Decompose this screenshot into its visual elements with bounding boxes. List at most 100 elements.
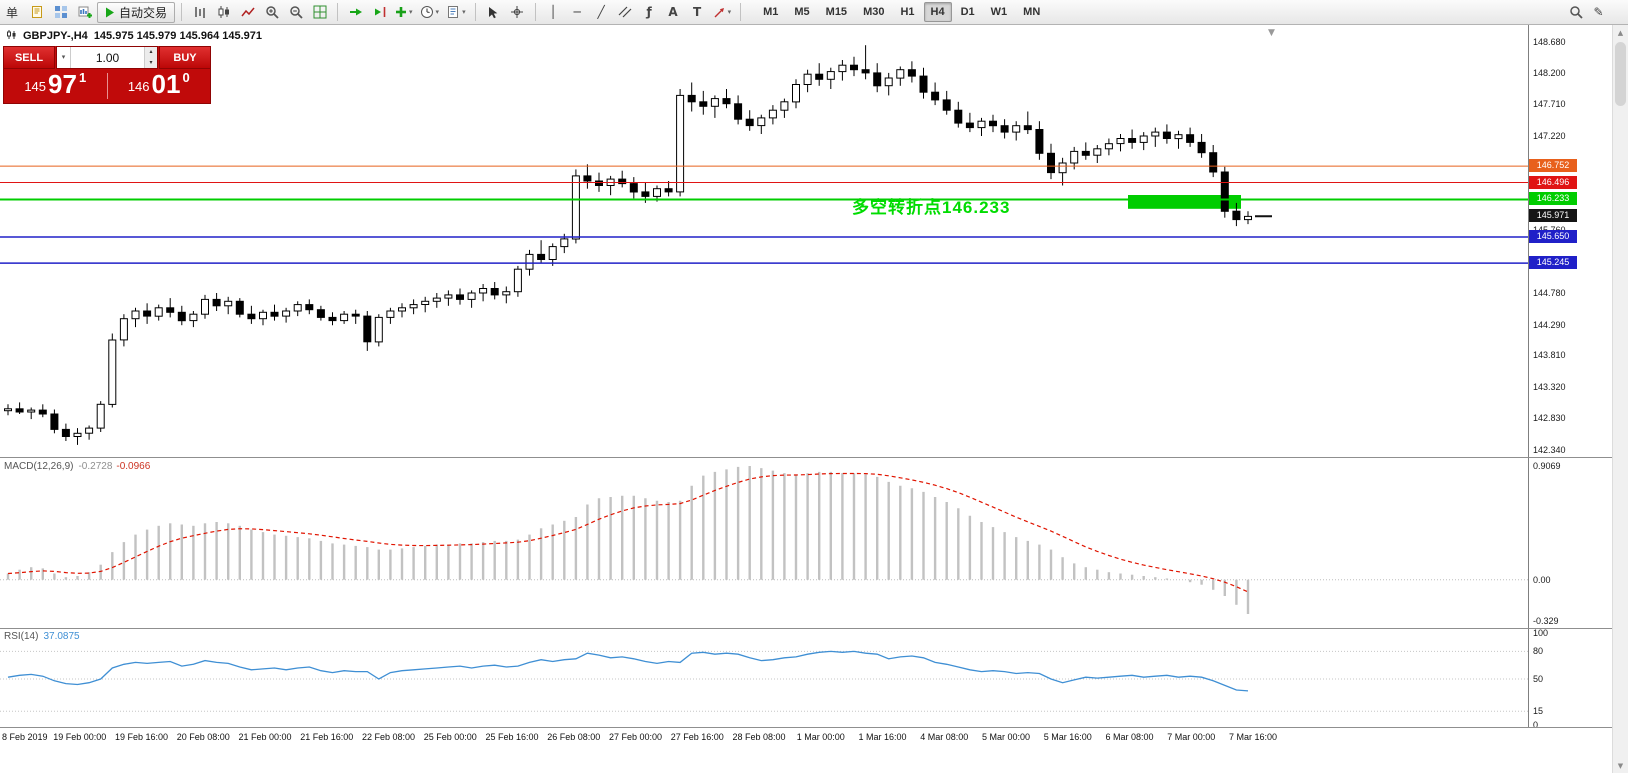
volume-down-button[interactable]: ▾ <box>145 57 157 68</box>
zoom-out-icon[interactable] <box>284 2 307 23</box>
timeframe-mn[interactable]: MN <box>1016 2 1047 22</box>
candle <box>305 304 314 311</box>
price-tag-145.650[interactable]: 145.650 <box>1529 229 1577 243</box>
candle <box>687 94 696 103</box>
axis-tick: 142.830 <box>1533 413 1566 424</box>
channel-icon[interactable] <box>614 2 637 23</box>
candle <box>873 72 882 87</box>
panel-splitter-rsi[interactable] <box>0 628 1612 629</box>
fibonacci-icon[interactable]: ƒ <box>638 2 661 23</box>
candle <box>583 175 592 182</box>
toolbar-right-group: ✎ <box>1564 2 1610 23</box>
scroll-down-button[interactable]: ▼ <box>1617 761 1624 770</box>
time-axis[interactable]: 8 Feb 2019 19 Feb 00:00 19 Feb 16:00 20 Feb… <box>0 728 1528 748</box>
axis-tick: 148.200 <box>1533 67 1566 78</box>
panel-splitter-macd[interactable] <box>0 457 1612 458</box>
candle <box>780 101 789 111</box>
candlestick-chart-icon[interactable] <box>212 2 235 23</box>
bar-chart-icon[interactable] <box>188 2 211 23</box>
crosshair-icon[interactable] <box>506 2 529 23</box>
search-icon[interactable] <box>1564 2 1587 23</box>
scrollbar-thumb[interactable] <box>1615 42 1626 106</box>
timeframe-m15[interactable]: M15 <box>819 2 854 22</box>
tile-windows-icon[interactable] <box>308 2 331 23</box>
buy-button[interactable]: BUY <box>159 46 211 69</box>
chart-shift-icon[interactable] <box>368 2 391 23</box>
timeframe-h1[interactable]: H1 <box>893 2 921 22</box>
autotrading-button[interactable]: 自动交易 <box>97 1 176 23</box>
rsi-panel[interactable] <box>0 629 1528 726</box>
timeframe-d1[interactable]: D1 <box>954 2 982 22</box>
volume-input[interactable] <box>71 47 144 68</box>
annotation-text[interactable]: 多空转折点146.233 <box>852 198 1011 217</box>
macd-axis-tick: 0.9069 <box>1533 461 1561 471</box>
new-order-icon[interactable] <box>25 2 48 23</box>
candle <box>108 339 117 405</box>
quick-edit-icon[interactable]: ✎ <box>1587 2 1610 23</box>
vertical-line-icon[interactable]: │ <box>542 2 565 23</box>
toolbar: 单自动交易 ▾ ▾ ▾ │ ─ ╱ ƒ A T ▾ M1 M5 M15 M30 H1 H4 D1 W1 MN ✎ <box>0 0 1628 25</box>
vertical-scrollbar[interactable]: ▲ ▼ <box>1612 25 1628 773</box>
text-icon[interactable]: A <box>662 2 685 23</box>
candle <box>1209 152 1218 173</box>
time-label: 20 Feb 08:00 <box>176 732 230 742</box>
price-divider <box>106 73 108 99</box>
candle <box>1058 162 1067 174</box>
axis-tick: 142.340 <box>1533 445 1566 455</box>
timeframe-w1[interactable]: W1 <box>984 2 1015 22</box>
macd-panel[interactable] <box>0 459 1528 627</box>
volume-dropdown[interactable]: ▾ <box>57 47 71 68</box>
buy-price[interactable]: 146 01 0 <box>127 68 190 99</box>
candle <box>595 180 603 186</box>
trendline-icon[interactable]: ╱ <box>590 2 613 23</box>
market-watch-icon[interactable] <box>49 2 72 23</box>
label-icon[interactable]: T <box>686 2 709 23</box>
scroll-up-button[interactable]: ▲ <box>1617 28 1624 37</box>
price-tag-145.245[interactable]: 145.245 <box>1529 256 1577 270</box>
candle <box>676 94 685 193</box>
volume-up-button[interactable]: ▴ <box>145 47 157 58</box>
chart-shift-marker[interactable]: ▼ <box>1268 28 1275 38</box>
timeframe-m5[interactable]: M5 <box>787 2 816 22</box>
horizontal-line-icon[interactable]: ─ <box>566 2 589 23</box>
zoom-in-icon[interactable] <box>260 2 283 23</box>
timeframe-m30[interactable]: M30 <box>856 2 891 22</box>
one-click-trading-panel: SELL ▾ ▴ ▾ BUY 145 97 1 146 01 0 <box>3 46 211 104</box>
menu-text[interactable]: 单 <box>6 5 19 20</box>
rsi-axis-tick: 100 <box>1533 628 1549 638</box>
templates-icon[interactable]: ▾ <box>443 2 469 23</box>
candle <box>792 84 800 103</box>
timeframe-h4[interactable]: H4 <box>923 2 952 22</box>
price-tag-146.496[interactable]: 146.496 <box>1529 175 1577 189</box>
new-chart-icon[interactable] <box>73 2 96 23</box>
rsi-axis-tick: 50 <box>1533 674 1544 684</box>
candle <box>131 310 140 320</box>
sell-button[interactable]: SELL <box>3 46 55 69</box>
candle <box>641 191 650 197</box>
indicators-icon[interactable]: ▾ <box>392 2 416 23</box>
sell-price[interactable]: 145 97 1 <box>24 68 87 99</box>
price-tag-146.233[interactable]: 146.233 <box>1529 192 1577 206</box>
cursor-icon[interactable] <box>482 2 505 23</box>
candle <box>50 413 59 430</box>
candle <box>61 428 70 437</box>
line-chart-icon[interactable] <box>236 2 259 23</box>
time-label: 1 Mar 16:00 <box>858 732 907 742</box>
candle <box>977 120 986 129</box>
candle <box>1000 125 1009 133</box>
time-label: 21 Feb 00:00 <box>238 732 292 742</box>
highlight-rectangle <box>1128 195 1241 209</box>
candle <box>861 69 870 74</box>
timeframe-m1[interactable]: M1 <box>756 2 785 22</box>
auto-scroll-icon[interactable] <box>344 2 367 23</box>
candle <box>1151 131 1160 137</box>
candle <box>722 98 731 105</box>
arrows-icon[interactable]: ▾ <box>710 2 735 23</box>
price-axis[interactable]: 148.680 148.200 147.710 147.220 145.760 144.7… <box>1528 25 1612 730</box>
price-tag-146.752[interactable]: 146.752 <box>1529 159 1577 173</box>
candle <box>409 304 418 309</box>
candlestick-chart[interactable] <box>0 25 1528 457</box>
candle <box>513 268 522 293</box>
candle <box>1232 210 1241 221</box>
periods-icon[interactable]: ▾ <box>417 2 443 23</box>
